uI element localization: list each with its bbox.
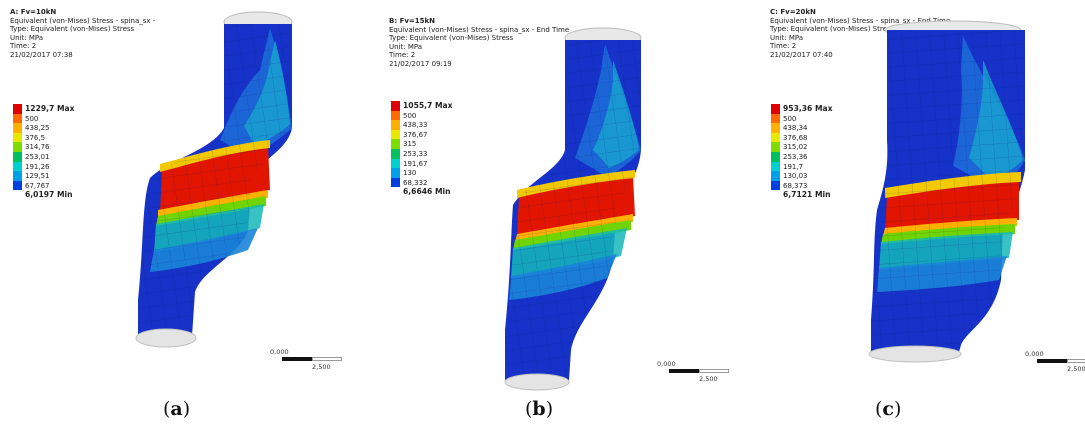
legend-value: 500: [25, 114, 39, 123]
spine-model-b: [504, 27, 642, 391]
panel-b: B: Fv=15kN Equivalent (von-Mises) Stress…: [360, 0, 729, 429]
result-line: Type: Equivalent (von-Mises) Stress: [770, 25, 895, 34]
legend-swatch: [771, 151, 780, 162]
result-line: Equivalent (von-Mises) Stress - spina_sx…: [770, 16, 951, 25]
legend-value: 253,36: [783, 152, 808, 161]
legend-swatch: [771, 180, 780, 191]
legend-value: 500: [783, 114, 797, 123]
panel-a: A: Fv=10kN Equivalent (von-Mises) Stress…: [0, 0, 360, 429]
legend-swatch: [771, 161, 780, 172]
legend-swatch: [391, 158, 400, 169]
legend-swatch: [13, 132, 22, 143]
legend-swatch: [391, 110, 400, 121]
legend-swatch: [771, 132, 780, 143]
result-title: A: Fv=10kN: [10, 8, 57, 16]
scale-end: 2,500: [1067, 365, 1085, 373]
legend-swatch: [771, 104, 780, 114]
legend-value: 191,67: [403, 159, 428, 168]
legend-value: 376,67: [403, 130, 428, 139]
legend-swatch: [13, 171, 22, 181]
legend-value: 68,332: [403, 178, 428, 187]
legend-value: 438,33: [403, 121, 428, 130]
legend-value: 130,03: [783, 172, 808, 181]
legend-value: 191,7: [783, 162, 804, 171]
result-line: Time: 2: [389, 51, 416, 60]
legend-swatch: [391, 129, 400, 140]
legend-value: 130: [403, 169, 417, 178]
caption-c: (c): [875, 398, 902, 420]
panel-c: C: Fv=20kN Equivalent (von-Mises) Stress…: [725, 0, 1085, 429]
legend-value: 376,68: [783, 133, 808, 142]
legend-max: 953,36 Max: [783, 104, 833, 113]
legend-max: 1229,7 Max: [25, 104, 75, 113]
legend-swatch: [13, 113, 22, 124]
legend-swatch: [771, 171, 780, 181]
result-info-a: A: Fv=10kN Equivalent (von-Mises) Stress…: [10, 8, 155, 60]
legend-value: 315,02: [783, 143, 808, 152]
legend-value: 67,767: [25, 181, 50, 190]
legend-value: 376,5: [25, 133, 46, 142]
result-line: Type: Equivalent (von-Mises) Stress: [10, 25, 135, 34]
legend-max: 1055,7 Max: [403, 101, 453, 110]
result-line: Unit: MPa: [770, 33, 804, 42]
legend-swatch: [391, 139, 400, 149]
legend-value: 438,34: [783, 124, 808, 133]
legend-swatch: [391, 101, 400, 111]
scale-bar-b: 0,000 2,500: [657, 360, 729, 390]
legend-swatch: [13, 180, 22, 191]
legend-min: 6,7121 Min: [783, 190, 831, 200]
result-line: 21/02/2017 07:40: [770, 50, 833, 59]
legend-swatch: [391, 120, 400, 130]
caption-b: (b): [525, 398, 554, 420]
legend-value: 129,51: [25, 172, 50, 181]
legend-value: 314,76: [25, 143, 50, 152]
legend-value: 253,01: [25, 152, 50, 161]
scale-bar-a: 0,000 2,500: [270, 348, 342, 378]
legend-value: 500: [403, 111, 417, 120]
legend-value: 191,26: [25, 162, 50, 171]
scale-bar-c: 0,000 2,500: [1025, 350, 1085, 380]
scale-end: 2,500: [312, 363, 331, 371]
scale-end: 2,500: [699, 375, 718, 383]
legend-swatch: [391, 177, 400, 188]
scale-zero: 0,000: [270, 348, 289, 356]
caption-a: (a): [163, 398, 191, 420]
spine-model-c: [868, 20, 1025, 363]
legend-swatch: [13, 142, 22, 152]
legend-swatch: [13, 104, 22, 114]
legend-value: 438,25: [25, 124, 50, 133]
spine-model-a: [135, 11, 293, 348]
legend-value: 315: [403, 140, 417, 149]
legend-swatch: [771, 123, 780, 133]
result-line: Time: 2: [10, 42, 37, 51]
legend-swatch: [771, 113, 780, 124]
result-line: Unit: MPa: [10, 33, 44, 42]
result-line: Type: Equivalent (von-Mises) Stress: [389, 34, 514, 43]
legend-value: 68,373: [783, 181, 808, 190]
result-line: Equivalent (von-Mises) Stress - spina_sx…: [389, 25, 570, 34]
legend-min: 6,0197 Min: [25, 190, 73, 200]
result-line: Time: 2: [770, 42, 797, 51]
result-line: 21/02/2017 09:19: [389, 59, 452, 68]
legend-min: 6,6646 Min: [403, 187, 451, 197]
legend-swatch: [13, 151, 22, 162]
scale-zero: 0,000: [1025, 350, 1044, 358]
legend-swatch: [771, 142, 780, 152]
result-title: C: Fv=20kN: [770, 8, 816, 16]
legend-swatch: [391, 148, 400, 159]
result-line: Unit: MPa: [389, 42, 423, 51]
scale-zero: 0,000: [657, 360, 676, 368]
legend-swatch: [13, 161, 22, 172]
result-line: Equivalent (von-Mises) Stress - spina_sx…: [10, 16, 156, 25]
legend-swatch: [13, 123, 22, 133]
legend-swatch: [391, 168, 400, 178]
result-line: 21/02/2017 07:38: [10, 50, 73, 59]
legend-value: 253,33: [403, 149, 428, 158]
result-info-c: C: Fv=20kN Equivalent (von-Mises) Stress…: [770, 8, 950, 60]
result-info-b: B: Fv=15kN Equivalent (von-Mises) Stress…: [389, 17, 569, 69]
result-title: B: Fv=15kN: [389, 17, 436, 25]
